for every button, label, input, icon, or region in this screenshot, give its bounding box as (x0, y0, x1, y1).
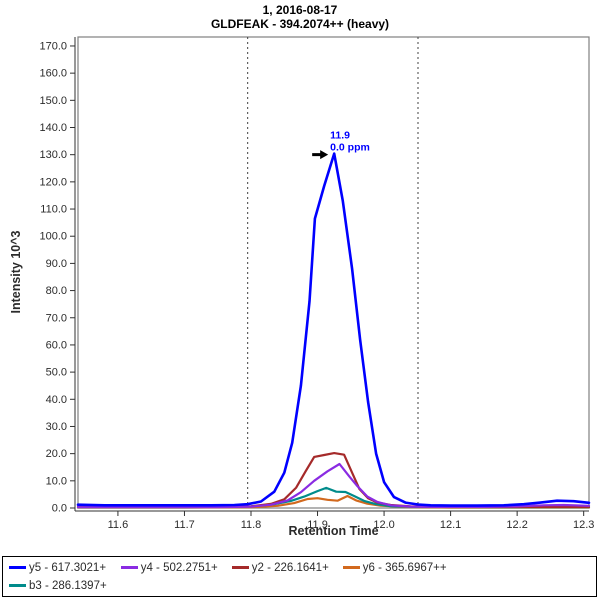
peak-annotation-ppm[interactable]: 0.0 ppm (330, 142, 370, 154)
legend-label: y5 - 617.3021+ (29, 561, 107, 574)
legend-swatch-y2 (231, 566, 249, 569)
legend-item-y2: y2 - 226.1641+ (231, 559, 329, 576)
legend-label: y6 - 365.6967++ (362, 561, 447, 574)
chart-title-replicate: 1, 2016-08-17 (262, 3, 338, 17)
x-tick-label: 12.0 (373, 519, 394, 531)
y-tick-label: 150.0 (39, 95, 67, 107)
plot-border (77, 36, 590, 509)
legend-label: b3 - 286.1397+ (29, 579, 107, 592)
y-tick-label: 10.0 (46, 475, 67, 487)
legend-item-y6: y6 - 365.6967++ (342, 559, 447, 576)
y-tick-label: 130.0 (39, 149, 67, 161)
y-tick-label: 170.0 (39, 40, 67, 52)
legend-item-y5: y5 - 617.3021+ (9, 559, 107, 576)
y-tick-label: 50.0 (46, 367, 67, 379)
y-tick-label: 20.0 (46, 448, 67, 460)
legend-swatch-y4 (120, 566, 138, 569)
legend-swatch-y6 (342, 566, 360, 569)
series-line-y5[interactable] (76, 152, 591, 507)
y-tick-label: 0.0 (52, 503, 67, 515)
y-tick-label: 90.0 (46, 258, 67, 270)
y-tick-label: 70.0 (46, 312, 67, 324)
y-tick-label: 60.0 (46, 339, 67, 351)
y-tick-label: 100.0 (39, 231, 67, 243)
peak-annotation-rt[interactable]: 11.9 (330, 130, 350, 142)
y-tick-label: 80.0 (46, 285, 67, 297)
x-tick-label: 12.1 (440, 519, 461, 531)
chromatogram-plot[interactable]: 0.0 10.0 20.0 30.0 40.0 50.0 60.0 70.0 80.0 90.0 1… (0, 0, 600, 555)
legend: y5 - 617.3021+ y4 - 502.2751+ y2 - 226.164… (2, 556, 597, 597)
x-tick-label: 12.2 (506, 519, 527, 531)
y-axis-title: Intensity 10^3 (9, 230, 23, 314)
x-tick-label: 11.8 (241, 519, 262, 531)
legend-label: y2 - 226.1641+ (251, 561, 329, 574)
peak-arrow-icon (312, 150, 329, 160)
y-tick-label: 40.0 (46, 394, 67, 406)
chart-title-block: 1, 2016-08-17 GLDFEAK - 394.2074++ (heav… (0, 3, 600, 31)
x-tick-label: 12.3 (573, 519, 594, 531)
legend-swatch-b3 (9, 584, 26, 587)
y-tick-label: 30.0 (46, 421, 67, 433)
y-tick-label: 110.0 (40, 204, 67, 216)
y-tick-label: 160.0 (39, 68, 67, 80)
legend-item-y4: y4 - 502.2751+ (120, 559, 218, 576)
series-line-y4[interactable] (76, 462, 591, 509)
y-tick-label: 120.0 (39, 176, 67, 188)
legend-swatch-y5 (9, 566, 26, 569)
x-tick-label: 11.7 (174, 519, 195, 531)
legend-label: y4 - 502.2751+ (140, 561, 218, 574)
legend-item-b3: b3 - 286.1397+ (9, 577, 107, 594)
x-axis-title: Retention Time (288, 524, 379, 538)
y-tick-label: 140.0 (39, 122, 67, 134)
chart-title-peptide: GLDFEAK - 394.2074++ (heavy) (210, 17, 390, 31)
x-tick-label: 11.6 (108, 519, 129, 531)
x-tick-label: 11.9 (307, 519, 328, 531)
